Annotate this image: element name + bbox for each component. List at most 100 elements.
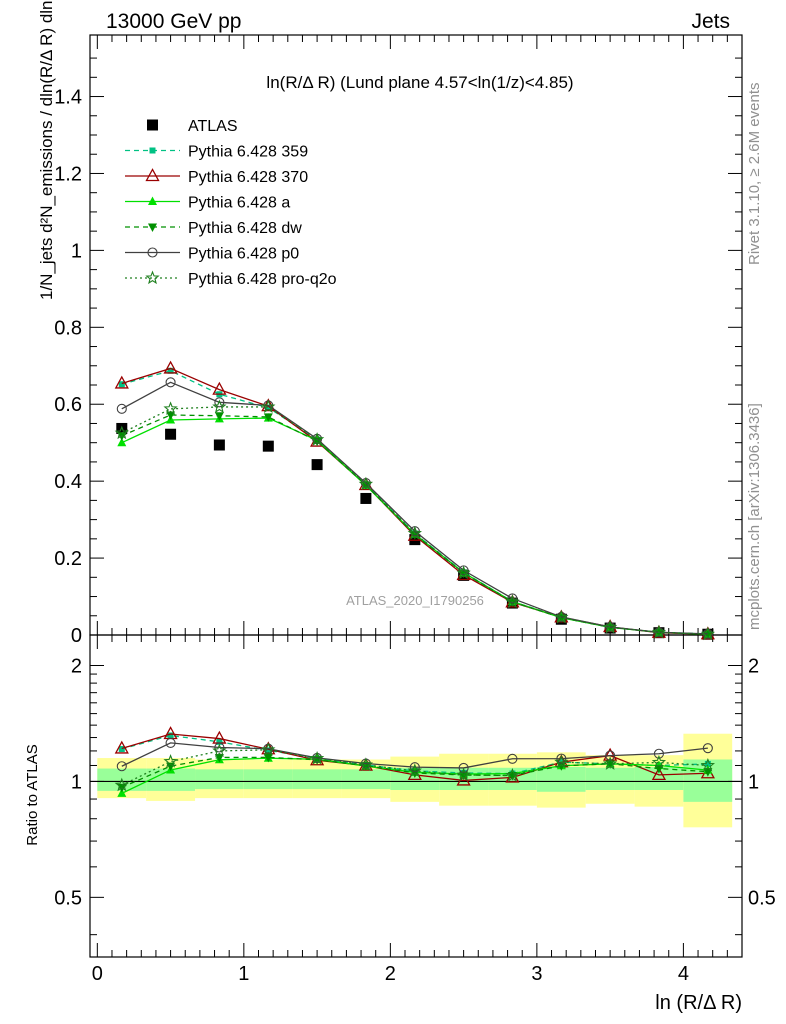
plot-title: ln(R/Δ R) (Lund plane 4.57<ln(1/z)<4.85) xyxy=(266,73,573,92)
series-6 xyxy=(114,399,716,641)
header-left-label: 13000 GeV pp xyxy=(106,10,241,33)
legend-label: Pythia 6.428 dw xyxy=(188,220,302,237)
legend-entry: Pythia 6.428 pro-q2o xyxy=(125,270,337,288)
data-point xyxy=(505,594,520,609)
ratio-point xyxy=(212,743,227,757)
ratio-point xyxy=(459,771,469,781)
data-point xyxy=(165,428,177,440)
ratio-y-tick-label: 0.5 xyxy=(54,887,82,909)
ratio-y-tick-label: 2 xyxy=(71,655,82,677)
x-axis-label: ln (R/Δ R) xyxy=(655,992,742,1014)
ratio-series-5 xyxy=(114,742,716,792)
ratio-point xyxy=(507,753,518,764)
band-inner xyxy=(536,767,586,792)
ratio-point xyxy=(605,760,615,769)
ratio-y-tick-label: 1 xyxy=(71,771,82,793)
band-inner xyxy=(585,767,635,790)
main-y-axis-label: 1/N_jets d²N_emissions / dln(R/Δ R) dln(… xyxy=(37,0,56,300)
ratio-point xyxy=(216,738,223,745)
ratio-series-line xyxy=(121,742,708,769)
ratio-point xyxy=(214,753,224,763)
ratio-point xyxy=(653,748,664,759)
data-point xyxy=(651,624,667,639)
main-y-tick-label: 0.6 xyxy=(54,394,82,416)
ratio-point xyxy=(556,762,566,771)
legend-marker xyxy=(147,247,158,258)
ratio-y-tick-label-right: 2 xyxy=(748,655,759,677)
data-point xyxy=(407,525,422,540)
main-y-tick-label: 0 xyxy=(71,625,82,647)
data-point xyxy=(118,381,125,388)
data-point xyxy=(507,593,518,604)
ratio-point xyxy=(704,760,711,767)
ratio-point xyxy=(507,772,517,781)
data-point xyxy=(700,626,716,641)
band-inner xyxy=(146,768,196,791)
ratio-point xyxy=(261,742,276,756)
legend-marker xyxy=(145,270,160,285)
legend-entry: Pythia 6.428 dw xyxy=(125,220,302,237)
ratio-point xyxy=(554,754,569,769)
legend-label: Pythia 6.428 a xyxy=(188,195,290,212)
main-y-tick-label: 1.2 xyxy=(54,163,82,185)
legend-marker xyxy=(149,147,156,154)
data-point xyxy=(654,628,664,638)
main-y-tick-label: 0.2 xyxy=(54,548,82,570)
data-point xyxy=(456,565,471,580)
ratio-uncertainty-bands xyxy=(97,733,733,828)
legend: ATLAS Pythia 6.428 359 Pythia 6.428 370 Pyt… xyxy=(125,118,337,288)
ratio-point xyxy=(703,768,713,777)
ratio-point xyxy=(651,754,667,769)
legend-label: Pythia 6.428 pro-q2o xyxy=(188,271,337,288)
band-inner xyxy=(341,769,391,790)
legend-label: Pythia 6.428 370 xyxy=(188,169,308,186)
x-tick-label: 0 xyxy=(92,963,103,985)
data-point xyxy=(213,439,225,451)
plot-frames xyxy=(89,34,743,958)
data-point xyxy=(214,397,225,408)
ratio-point xyxy=(409,762,420,773)
band-inner xyxy=(292,769,342,790)
x-tick-label: 3 xyxy=(531,963,542,985)
data-point xyxy=(167,367,174,374)
data-point xyxy=(358,476,374,491)
band-inner xyxy=(243,769,293,790)
data-point xyxy=(265,404,272,411)
series-line xyxy=(121,406,708,635)
ratio-plot-frame xyxy=(89,634,743,958)
ratio-series-4 xyxy=(116,737,713,773)
data-point xyxy=(554,609,569,624)
x-tick-label: 4 xyxy=(678,963,689,985)
legend-entry: Pythia 6.428 359 xyxy=(125,144,308,161)
data-point xyxy=(361,481,371,490)
main-y-tick-label: 0.8 xyxy=(54,317,82,339)
ratio-point xyxy=(114,740,129,754)
band-inner xyxy=(195,769,244,790)
main-y-tick-label: 0.4 xyxy=(54,471,82,493)
ratio-y-tick-label-right: 0.5 xyxy=(748,887,776,909)
ratio-point xyxy=(602,756,618,770)
data-point xyxy=(602,619,618,634)
ratio-point xyxy=(651,767,667,781)
ratio-point xyxy=(116,761,127,772)
x-tick-label: 2 xyxy=(385,963,396,985)
header-right-label: Jets xyxy=(691,10,730,33)
ratio-point xyxy=(114,777,129,792)
ratio-point xyxy=(654,765,664,774)
ratio-point xyxy=(167,732,174,739)
ratio-point xyxy=(702,743,713,754)
legend-marker xyxy=(148,223,157,232)
data-point xyxy=(212,381,227,395)
data-point xyxy=(166,411,176,420)
data-series xyxy=(114,360,716,797)
legend-label: ATLAS xyxy=(188,118,238,135)
data-point xyxy=(163,401,178,415)
legend-label: Pythia 6.428 359 xyxy=(188,144,308,161)
data-point xyxy=(212,399,227,414)
data-point xyxy=(309,432,325,446)
ratio-point xyxy=(407,763,422,777)
legend-entry: Pythia 6.428 370 xyxy=(125,168,308,186)
ratio-point xyxy=(556,753,567,764)
legend-marker xyxy=(148,196,157,205)
